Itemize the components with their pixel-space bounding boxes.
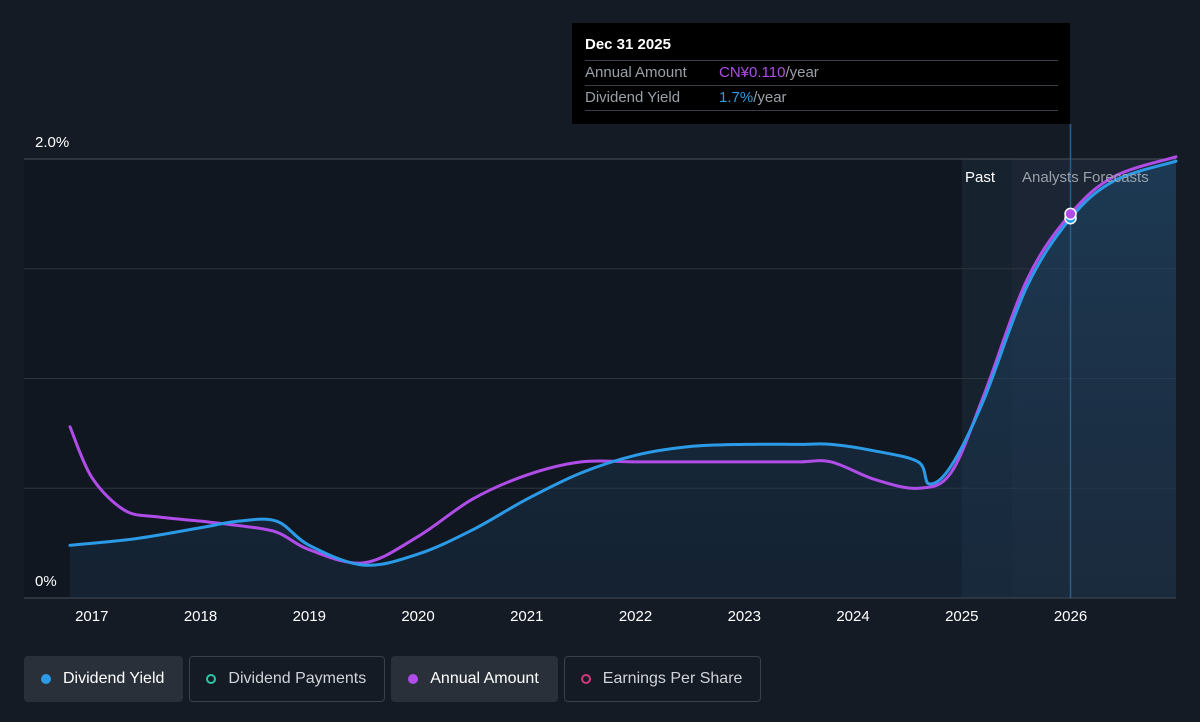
x-tick-label: 2024 (836, 608, 870, 625)
legend-dot-icon (41, 674, 51, 684)
tooltip-value: 1.7% (719, 89, 754, 106)
past-region-label: Past (965, 169, 996, 186)
x-tick-label: 2019 (292, 608, 326, 625)
legend-label: Earnings Per Share (602, 670, 743, 687)
legend-ring-icon (580, 674, 591, 684)
x-tick-label: 2022 (618, 608, 653, 625)
legend-earnings-per-share[interactable]: Earnings Per Share (563, 656, 762, 702)
x-tick-label: 2025 (945, 608, 979, 625)
tooltip-row-dividend-yield: Dividend Yield 1.7% /year (585, 86, 1058, 111)
tooltip-value: CN¥0.110 (719, 64, 786, 81)
tooltip-row-annual-amount: Annual Amount CN¥0.110 /year (585, 61, 1058, 86)
x-tick-label: 2020 (401, 608, 435, 625)
tooltip-unit: /year (785, 64, 819, 81)
x-tick-label: 2021 (510, 608, 544, 625)
forecast-region-label: Analysts Forecasts (1022, 169, 1149, 186)
tooltip-key: Annual Amount (585, 64, 687, 81)
legend-label: Annual Amount (430, 670, 539, 687)
legend-label: Dividend Payments (228, 670, 367, 687)
chart-tooltip: Dec 31 2025 Annual Amount CN¥0.110 /year… (572, 23, 1070, 124)
annual-amount-point (1064, 207, 1077, 221)
y-tick-label-bottom: 0% (35, 573, 57, 590)
tooltip-date: Dec 31 2025 (585, 36, 1058, 61)
x-tick-label: 2018 (183, 608, 218, 625)
legend-dot-icon (408, 674, 419, 684)
legend-dividend-yield[interactable]: Dividend Yield (24, 656, 184, 702)
annual-amount-line (68, 155, 1178, 565)
tooltip-key: Dividend Yield (585, 89, 681, 106)
y-tick-label-top: 2.0% (35, 134, 70, 151)
legend-annual-amount[interactable]: Annual Amount (391, 656, 558, 702)
legend-dividend-payments[interactable]: Dividend Payments (189, 656, 386, 702)
dividend-yield-area (70, 161, 1176, 598)
x-tick-label: 2017 (75, 608, 109, 625)
legend-label: Dividend Yield (63, 670, 165, 687)
x-tick-label: 2026 (1053, 608, 1088, 625)
tooltip-unit: /year (753, 89, 787, 106)
chart-legend: Dividend Yield Dividend Payments Annual … (24, 656, 762, 702)
x-tick-label: 2023 (727, 608, 761, 625)
dividend-yield-line (68, 159, 1178, 567)
legend-ring-icon (206, 674, 217, 684)
